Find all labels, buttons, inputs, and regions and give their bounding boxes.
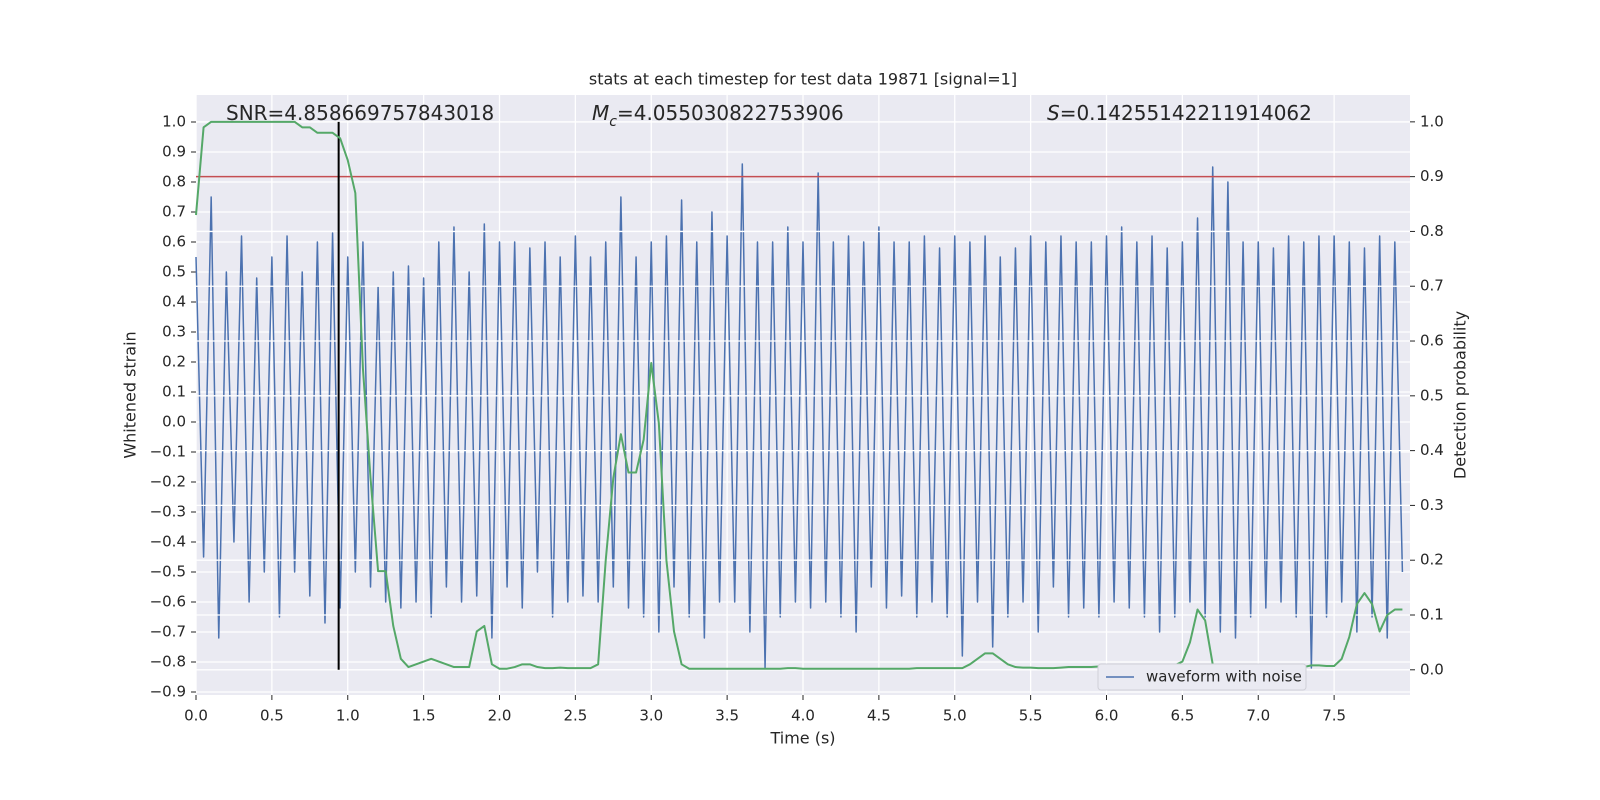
y-tick-label: −0.1 [150, 443, 186, 461]
y2-tick-label: 0.6 [1420, 332, 1444, 350]
x-axis-label: Time (s) [769, 729, 835, 748]
annotation-text: =4.055030822753906 [617, 101, 844, 125]
y-tick-label: 0.5 [162, 263, 186, 281]
y-axis-label: Whitened strain [121, 331, 140, 458]
x-tick-label: 2.5 [563, 707, 587, 725]
x-tick-label: 6.5 [1170, 707, 1194, 725]
y2-tick-label: 0.3 [1420, 496, 1444, 514]
x-tick-label: 5.5 [1019, 707, 1043, 725]
y-tick-label: −0.3 [150, 503, 186, 521]
x-tick-label: 4.5 [867, 707, 891, 725]
y-tick-label: −0.8 [150, 653, 186, 671]
x-tick-label: 7.5 [1322, 707, 1346, 725]
annotation-subscript: c [609, 114, 617, 130]
annotation-symbol: S [1047, 101, 1060, 125]
annotation: Mc=4.055030822753906 [592, 101, 844, 131]
y2-tick-label: 0.5 [1420, 386, 1444, 404]
annotation-text: SNR=4.858669757843018 [226, 101, 494, 125]
y-tick-label: 0.4 [162, 293, 186, 311]
x-tick-label: 3.5 [715, 707, 739, 725]
line-series [195, 163, 1404, 669]
y2-tick-label: 0.2 [1420, 551, 1444, 569]
x-tick-label: 0.5 [260, 707, 284, 725]
annotation: S=0.14255142211914062 [1047, 101, 1312, 125]
y2-tick-label: 0.9 [1420, 167, 1444, 185]
y-tick-label: 0.2 [162, 353, 186, 371]
y-tick-label: 0.0 [162, 413, 186, 431]
y-tick-label: −0.2 [150, 473, 186, 491]
y-tick-label: 0.3 [162, 323, 186, 341]
y-tick-label: −0.5 [150, 563, 186, 581]
y2-tick-label: 0.7 [1420, 277, 1444, 295]
annotation-symbol: M [592, 101, 609, 125]
annotation: SNR=4.858669757843018 [226, 101, 494, 125]
legend-label: waveform with noise [1146, 668, 1302, 686]
y2-tick-label: 0.0 [1420, 660, 1444, 678]
x-tick-label: 1.0 [336, 707, 360, 725]
annotation-text: =0.14255142211914062 [1060, 101, 1312, 125]
y-tick-label: −0.4 [150, 533, 186, 551]
y-tick-label: 0.1 [162, 383, 186, 401]
chart-title: stats at each timestep for test data 198… [589, 70, 1017, 89]
x-tick-label: 5.0 [943, 707, 967, 725]
x-tick-label: 4.0 [791, 707, 815, 725]
x-tick-label: 1.5 [412, 707, 436, 725]
y2-axis-label: Detection probability [1451, 311, 1470, 479]
y-tick-label: −0.7 [150, 623, 186, 641]
y-tick-label: 0.9 [162, 143, 186, 161]
y-tick-label: 1.0 [162, 113, 186, 131]
y-tick-label: 0.7 [162, 203, 186, 221]
x-tick-label: 3.0 [639, 707, 663, 725]
y2-tick-label: 0.1 [1420, 606, 1444, 624]
x-tick-label: 0.0 [184, 707, 208, 725]
x-tick-label: 6.0 [1095, 707, 1119, 725]
y-tick-label: −0.9 [150, 683, 186, 701]
y-tick-label: 0.8 [162, 173, 186, 191]
x-tick-label: 7.0 [1246, 707, 1270, 725]
y2-tick-label: 0.4 [1420, 441, 1444, 459]
y-tick-label: −0.6 [150, 593, 186, 611]
y2-tick-label: 0.8 [1420, 222, 1444, 240]
legend-box [1097, 663, 1307, 691]
x-tick-label: 2.0 [488, 707, 512, 725]
y2-tick-label: 1.0 [1420, 112, 1444, 130]
y-tick-label: 0.6 [162, 233, 186, 251]
line-series [195, 120, 1403, 670]
